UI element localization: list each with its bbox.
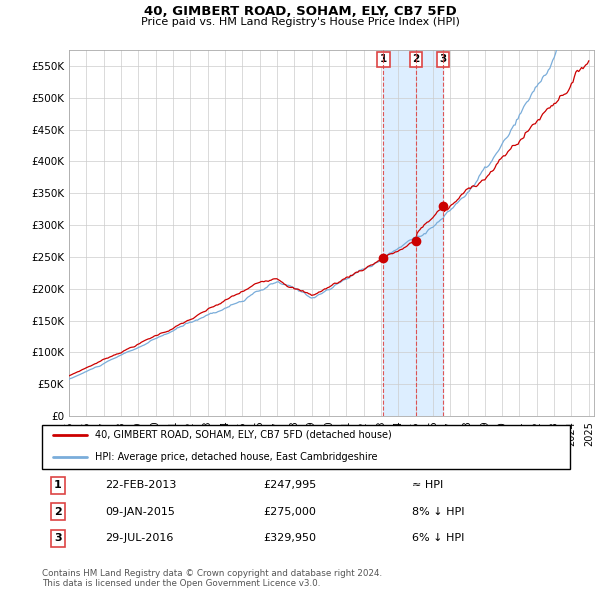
Text: 6% ↓ HPI: 6% ↓ HPI — [412, 533, 464, 543]
Text: £329,950: £329,950 — [264, 533, 317, 543]
Text: 40, GIMBERT ROAD, SOHAM, ELY, CB7 5FD: 40, GIMBERT ROAD, SOHAM, ELY, CB7 5FD — [143, 5, 457, 18]
Text: 2: 2 — [54, 507, 62, 517]
Text: 1: 1 — [380, 54, 387, 64]
Text: 40, GIMBERT ROAD, SOHAM, ELY, CB7 5FD (detached house): 40, GIMBERT ROAD, SOHAM, ELY, CB7 5FD (d… — [95, 430, 392, 440]
Text: 3: 3 — [54, 533, 62, 543]
Text: Contains HM Land Registry data © Crown copyright and database right 2024.
This d: Contains HM Land Registry data © Crown c… — [42, 569, 382, 588]
Text: ≈ HPI: ≈ HPI — [412, 480, 443, 490]
Text: £275,000: £275,000 — [264, 507, 317, 517]
Text: 22-FEB-2013: 22-FEB-2013 — [106, 480, 177, 490]
Text: 3: 3 — [439, 54, 446, 64]
Text: 29-JUL-2016: 29-JUL-2016 — [106, 533, 174, 543]
Text: Price paid vs. HM Land Registry's House Price Index (HPI): Price paid vs. HM Land Registry's House … — [140, 17, 460, 27]
Text: 8% ↓ HPI: 8% ↓ HPI — [412, 507, 464, 517]
Bar — [383, 50, 443, 416]
Text: 2: 2 — [412, 54, 419, 64]
Text: HPI: Average price, detached house, East Cambridgeshire: HPI: Average price, detached house, East… — [95, 452, 377, 461]
Text: 09-JAN-2015: 09-JAN-2015 — [106, 507, 175, 517]
Text: 1: 1 — [54, 480, 62, 490]
FancyBboxPatch shape — [42, 425, 570, 469]
Text: £247,995: £247,995 — [264, 480, 317, 490]
